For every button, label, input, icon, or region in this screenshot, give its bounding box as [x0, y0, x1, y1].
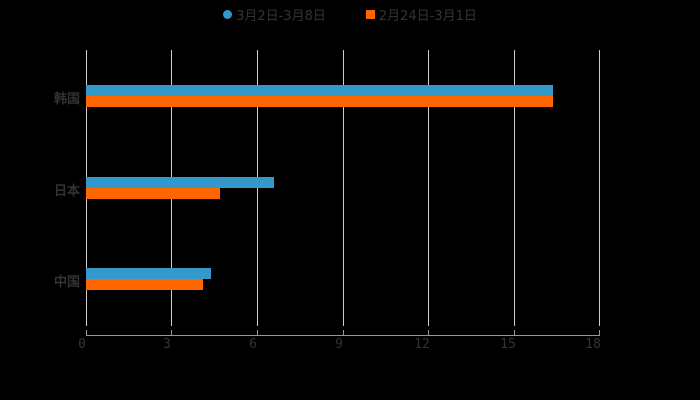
- bar-korea-series-1[interactable]: [86, 85, 553, 96]
- x-tick-label: 3: [163, 337, 171, 352]
- gridline: [257, 50, 258, 326]
- legend-square-icon: [365, 9, 375, 19]
- x-tick: [343, 330, 344, 336]
- gridline: [599, 50, 600, 326]
- legend-circle-icon: [223, 9, 233, 19]
- legend-item-series-1[interactable]: 3月2日-3月8日: [223, 4, 326, 24]
- x-tick: [171, 330, 172, 336]
- bar-china-series-2[interactable]: [86, 279, 203, 290]
- x-tick-label: 15: [500, 337, 516, 352]
- x-tick-label: 0: [78, 337, 86, 352]
- legend-label: 2月24日-3月1日: [378, 8, 477, 24]
- bar-china-series-1[interactable]: [86, 268, 211, 279]
- x-tick-label: 6: [249, 337, 257, 352]
- x-tick-label: 18: [585, 337, 601, 352]
- bar-japan-series-1[interactable]: [86, 177, 274, 188]
- x-tick: [599, 330, 600, 336]
- x-tick-label: 9: [335, 337, 343, 352]
- x-tick-label: 12: [414, 337, 430, 352]
- gridline: [428, 50, 429, 326]
- gridline: [514, 50, 515, 326]
- legend-label: 3月2日-3月8日: [236, 8, 326, 24]
- legend-item-series-2[interactable]: 2月24日-3月1日: [365, 4, 477, 24]
- bar-japan-series-2[interactable]: [86, 188, 220, 199]
- category-label-korea: 韩国: [53, 92, 80, 107]
- x-tick: [428, 330, 429, 336]
- x-tick: [257, 330, 258, 336]
- x-tick: [86, 330, 87, 336]
- category-label-japan: 日本: [53, 184, 80, 199]
- x-tick: [514, 330, 515, 336]
- category-label-china: 中国: [53, 275, 80, 290]
- bar-korea-series-2[interactable]: [86, 96, 553, 107]
- chart-legend: 3月2日-3月8日 2月24日-3月1日: [0, 4, 700, 24]
- gridline: [343, 50, 344, 326]
